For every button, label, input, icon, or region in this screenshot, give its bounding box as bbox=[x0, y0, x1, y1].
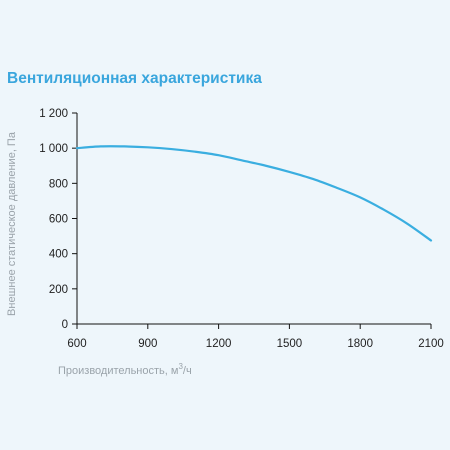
x-tick-label: 600 bbox=[67, 338, 86, 350]
y-tick-label: 800 bbox=[49, 178, 68, 190]
series-line bbox=[75, 145, 433, 242]
x-tick-label: 1800 bbox=[347, 338, 373, 350]
y-tick-label: 1 000 bbox=[39, 143, 68, 155]
x-axis-title-main: Производительность, м bbox=[58, 365, 178, 377]
y-tick-label: 1 200 bbox=[39, 108, 68, 120]
chart-title: Вентиляционная характеристика bbox=[7, 70, 262, 87]
y-tick-label: 600 bbox=[49, 214, 68, 226]
x-tick-label: 2100 bbox=[418, 338, 444, 350]
y-tick-label: 400 bbox=[49, 249, 68, 261]
y-tick-label: 200 bbox=[49, 284, 68, 296]
x-tick-label: 900 bbox=[138, 338, 157, 350]
y-tick-label: 0 bbox=[62, 319, 68, 331]
x-axis-title-tail: /ч bbox=[183, 365, 192, 377]
x-tick-label: 1200 bbox=[206, 338, 232, 350]
x-axis-title: Производительность, м3/ч bbox=[58, 362, 192, 377]
y-axis-ticks: 0 200 400 600 800 1 000 1 200 bbox=[39, 108, 77, 331]
y-axis-title: Внешнее статическое давление, Па bbox=[6, 131, 18, 316]
x-axis-ticks: 600 900 1200 1500 1800 2100 bbox=[67, 324, 444, 350]
x-axis-title-sup: 3 bbox=[178, 362, 183, 371]
x-tick-label: 1500 bbox=[277, 338, 303, 350]
